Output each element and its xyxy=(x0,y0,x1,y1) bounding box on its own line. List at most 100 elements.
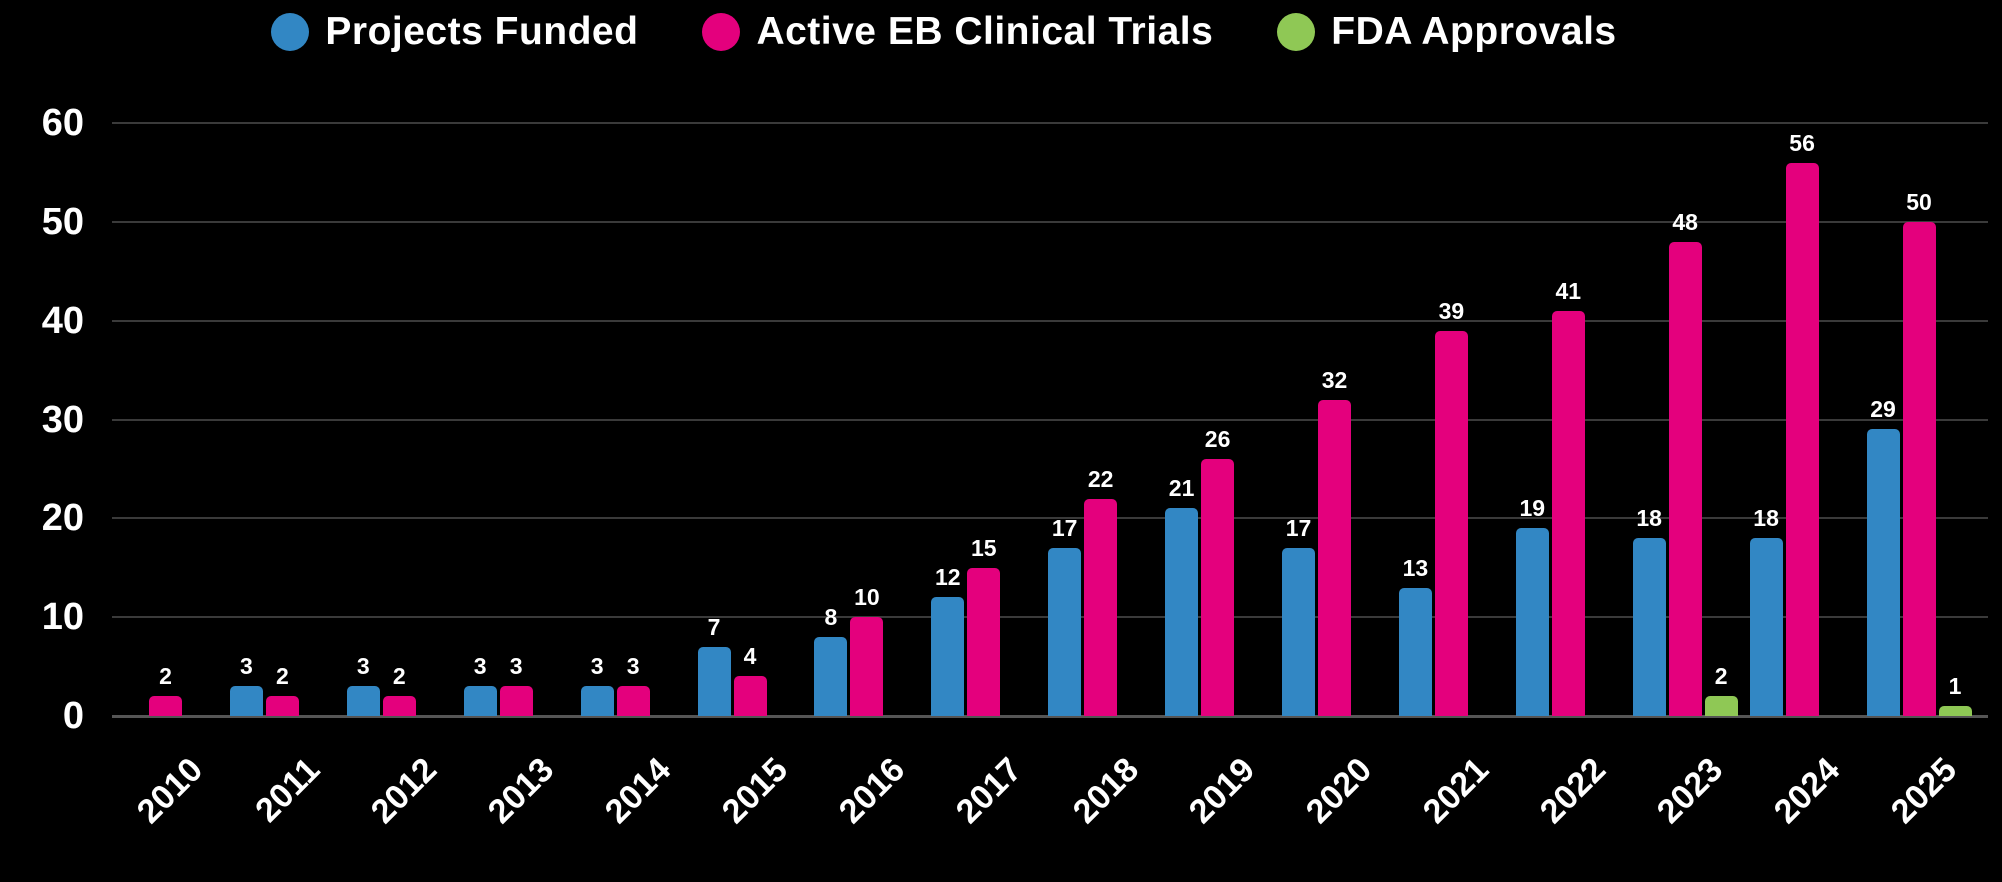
x-axis-line xyxy=(112,715,1988,718)
gridline-20 xyxy=(112,517,1988,520)
legend-label: Active EB Clinical Trials xyxy=(756,10,1214,53)
y-tick-label-40: 40 xyxy=(41,299,84,342)
bar-projects-funded-2014 xyxy=(580,686,614,716)
bar-value-label-projects-funded-2014: 3 xyxy=(590,653,604,680)
bar-fda-approvals-2025 xyxy=(1938,706,1972,716)
x-tick-label-2010: 2010 xyxy=(130,750,211,831)
x-tick-label-2016: 2016 xyxy=(831,750,912,831)
projects-funded-legend-dot-icon xyxy=(271,13,310,51)
bar-value-label-active-eb-clinical-trials-2013: 3 xyxy=(509,653,523,680)
bar-projects-funded-2023 xyxy=(1632,538,1666,716)
bar-value-label-projects-funded-2020: 17 xyxy=(1285,514,1312,541)
gridline-50 xyxy=(112,220,1988,223)
x-tick-label-2015: 2015 xyxy=(714,750,795,831)
bar-value-label-projects-funded-2019: 21 xyxy=(1168,475,1195,502)
x-tick-label-2025: 2025 xyxy=(1883,750,1964,831)
bar-value-label-projects-funded-2013: 3 xyxy=(473,653,487,680)
bar-projects-funded-2013 xyxy=(463,686,497,716)
bar-value-label-projects-funded-2025: 29 xyxy=(1870,396,1896,423)
y-tick-label-20: 20 xyxy=(41,497,84,540)
bar-active-eb-clinical-trials-2012 xyxy=(382,696,416,716)
bar-active-eb-clinical-trials-2018 xyxy=(1084,498,1118,716)
bar-active-eb-clinical-trials-2010 xyxy=(149,696,182,716)
legend: Projects Funded Active EB Clinical Trials… xyxy=(0,10,1888,54)
x-tick-label-2011: 2011 xyxy=(248,750,328,830)
bar-value-label-active-eb-clinical-trials-2021: 39 xyxy=(1438,297,1465,324)
x-tick-label-2013: 2013 xyxy=(480,750,562,831)
bar-projects-funded-2018 xyxy=(1048,547,1082,716)
bar-projects-funded-2015 xyxy=(697,646,731,716)
bar-value-label-projects-funded-2015: 7 xyxy=(707,613,721,640)
bar-active-eb-clinical-trials-2025 xyxy=(1902,221,1936,716)
bar-active-eb-clinical-trials-2015 xyxy=(733,676,767,716)
bar-projects-funded-2021 xyxy=(1398,587,1432,716)
active-eb-clinical-trials-legend-dot-icon xyxy=(702,13,741,51)
bar-value-label-projects-funded-2024: 18 xyxy=(1753,505,1779,532)
bar-projects-funded-2016 xyxy=(814,636,848,716)
bar-projects-funded-2020 xyxy=(1282,547,1315,716)
bar-value-label-fda-approvals-2023: 2 xyxy=(1714,663,1728,690)
x-tick-label-2020: 2020 xyxy=(1299,750,1380,831)
x-tick-label-2017: 2017 xyxy=(948,750,1029,831)
y-tick-label-0: 0 xyxy=(62,695,84,737)
bar-value-label-active-eb-clinical-trials-2017: 15 xyxy=(971,534,997,561)
bar-value-label-active-eb-clinical-trials-2014: 3 xyxy=(626,653,640,680)
x-tick-label-2018: 2018 xyxy=(1065,750,1146,831)
y-tick-label-60: 60 xyxy=(41,102,84,144)
bar-value-label-active-eb-clinical-trials-2016: 10 xyxy=(854,584,880,611)
bar-active-eb-clinical-trials-2017 xyxy=(967,567,1001,716)
bar-active-eb-clinical-trials-2023 xyxy=(1668,241,1702,716)
x-tick-label-2022: 2022 xyxy=(1532,750,1614,831)
bar-projects-funded-2011 xyxy=(229,686,263,716)
bar-active-eb-clinical-trials-2020 xyxy=(1318,399,1351,716)
bar-value-label-active-eb-clinical-trials-2022: 41 xyxy=(1555,277,1582,304)
bar-value-label-projects-funded-2011: 3 xyxy=(239,653,253,680)
bar-fda-approvals-2023 xyxy=(1704,696,1738,716)
bar-value-label-active-eb-clinical-trials-2018: 22 xyxy=(1087,465,1114,492)
x-tick-label-2012: 2012 xyxy=(363,750,445,831)
fda-approvals-legend-dot-icon xyxy=(1277,13,1316,51)
bar-value-label-active-eb-clinical-trials-2011: 2 xyxy=(275,663,289,690)
bar-value-label-projects-funded-2016: 8 xyxy=(824,603,838,630)
gridline-40 xyxy=(112,319,1988,322)
bar-value-label-active-eb-clinical-trials-2025: 50 xyxy=(1906,188,1932,215)
y-tick-label-30: 30 xyxy=(41,398,84,441)
bar-active-eb-clinical-trials-2022 xyxy=(1551,310,1585,716)
y-tick-label-50: 50 xyxy=(41,200,84,243)
bar-active-eb-clinical-trials-2016 xyxy=(850,617,884,716)
y-tick-label-10: 10 xyxy=(41,596,84,639)
bar-active-eb-clinical-trials-2024 xyxy=(1785,162,1819,716)
bar-projects-funded-2017 xyxy=(931,597,965,716)
bar-value-label-active-eb-clinical-trials-2012: 2 xyxy=(392,663,406,690)
bar-value-label-active-eb-clinical-trials-2023: 48 xyxy=(1672,208,1698,235)
bar-projects-funded-2025 xyxy=(1866,429,1900,716)
bar-projects-funded-2012 xyxy=(346,686,380,716)
legend-label: FDA Approvals xyxy=(1331,10,1617,53)
bar-value-label-active-eb-clinical-trials-2020: 32 xyxy=(1321,366,1348,393)
x-tick-label-2024: 2024 xyxy=(1766,750,1848,831)
bar-active-eb-clinical-trials-2011 xyxy=(265,696,299,716)
bar-projects-funded-2024 xyxy=(1749,538,1783,716)
bar-value-label-projects-funded-2023: 18 xyxy=(1636,505,1662,532)
legend-item-fda-approvals: FDA Approvals xyxy=(1277,10,1616,54)
x-tick-label-2019: 2019 xyxy=(1182,750,1263,831)
x-tick-label-2014: 2014 xyxy=(597,750,679,831)
bar-value-label-active-eb-clinical-trials-2024: 56 xyxy=(1789,129,1815,156)
gridline-30 xyxy=(112,418,1988,421)
bar-value-label-projects-funded-2017: 12 xyxy=(935,564,961,591)
bar-active-eb-clinical-trials-2021 xyxy=(1434,330,1468,716)
bar-active-eb-clinical-trials-2014 xyxy=(616,686,650,716)
bar-value-label-active-eb-clinical-trials-2015: 4 xyxy=(743,643,757,670)
gridline-60 xyxy=(112,122,1988,124)
x-tick-label-2021: 2021 xyxy=(1416,750,1497,831)
bar-value-label-fda-approvals-2025: 1 xyxy=(1948,673,1962,700)
legend-item-projects-funded: Projects Funded xyxy=(271,10,638,54)
bar-value-label-projects-funded-2021: 13 xyxy=(1402,554,1429,581)
bar-value-label-active-eb-clinical-trials-2019: 26 xyxy=(1204,426,1231,453)
bar-active-eb-clinical-trials-2019 xyxy=(1201,459,1235,716)
bar-value-label-projects-funded-2018: 17 xyxy=(1051,514,1078,541)
bar-active-eb-clinical-trials-2013 xyxy=(499,686,533,716)
bar-projects-funded-2019 xyxy=(1165,508,1199,716)
